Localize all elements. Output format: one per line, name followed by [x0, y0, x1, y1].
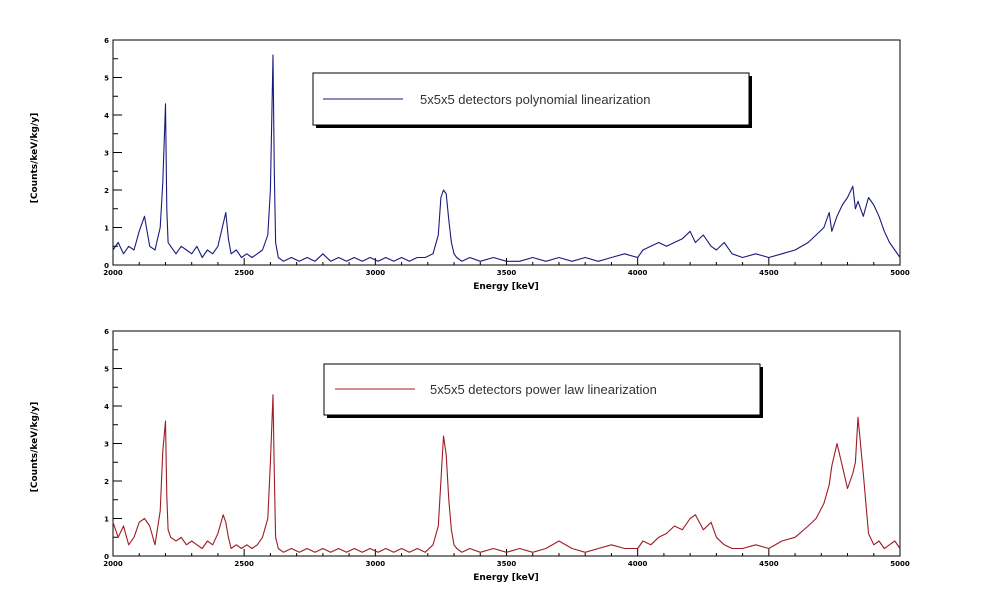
- bottom-chart-y-tick-label: 1: [104, 516, 109, 524]
- bottom-chart-y-tick-label: 6: [104, 328, 109, 336]
- bottom-chart-x-tick-label: 3000: [366, 560, 386, 568]
- bottom-chart-x-tick-label: 2500: [234, 560, 254, 568]
- bottom-chart-x-tick-label: 3500: [497, 560, 517, 568]
- bottom-chart-y-tick-label: 5: [104, 366, 109, 374]
- top-chart-legend: 5x5x5 detectors polynomial linearization: [312, 72, 752, 128]
- bottom-chart-x-tick-label: 4000: [628, 560, 648, 568]
- top-chart-x-tick-label: 2000: [103, 269, 123, 277]
- bottom-chart-y-tick-label: 4: [104, 403, 109, 411]
- top-chart-x-tick-label: 4000: [628, 269, 648, 277]
- bottom-chart-x-tick-label: 4500: [759, 560, 779, 568]
- bottom-chart-legend-label: 5x5x5 detectors power law linearization: [430, 382, 657, 397]
- bottom-chart: [Counts/keV/kg/y] 2000 2500 3000 3500 4000 45…: [30, 328, 910, 583]
- bottom-chart-y-tick-label: 2: [104, 478, 109, 486]
- bottom-chart-y-tick-label: 3: [104, 441, 109, 449]
- top-chart-x-tick-label: 3000: [366, 269, 386, 277]
- bottom-chart-legend: 5x5x5 detectors power law linearization: [323, 363, 763, 418]
- top-chart-y-tick-label: 1: [104, 225, 109, 233]
- top-chart-y-tick-label: 0: [104, 262, 109, 270]
- bottom-chart-plot-area: 2000 2500 3000 3500 4000 4500 5000 0 1 2 3 4 5 6: [103, 328, 910, 568]
- top-chart-xlabel: Energy [keV]: [473, 282, 539, 292]
- top-chart-series-line: [112, 54, 901, 262]
- bottom-chart-xlabel: Energy [keV]: [473, 573, 539, 583]
- top-chart-y-tick-label: 4: [104, 112, 109, 120]
- top-chart-ylabel: [Counts/keV/kg/y]: [30, 113, 40, 203]
- bottom-chart-series-line: [112, 394, 901, 553]
- top-chart: [Counts/keV/kg/y] 2000 2500 3000 3500 4000 45…: [30, 37, 910, 292]
- top-chart-legend-label: 5x5x5 detectors polynomial linearization: [420, 92, 651, 107]
- top-chart-x-tick-label: 3500: [497, 269, 517, 277]
- top-chart-y-tick-label: 2: [104, 187, 109, 195]
- bottom-chart-x-tick-label: 2000: [103, 560, 123, 568]
- top-chart-x-tick-label: 5000: [890, 269, 910, 277]
- top-chart-x-tick-label: 4500: [759, 269, 779, 277]
- top-chart-y-tick-label: 3: [104, 150, 109, 158]
- top-chart-y-tick-label: 5: [104, 75, 109, 83]
- bottom-chart-ylabel: [Counts/keV/kg/y]: [30, 402, 40, 492]
- top-chart-y-tick-label: 6: [104, 37, 109, 45]
- top-chart-plot-area: 2000 2500 3000 3500 4000 4500 5000 0 1 2 3 4 5 6: [103, 37, 910, 277]
- bottom-chart-x-tick-label: 5000: [890, 560, 910, 568]
- bottom-chart-y-tick-label: 0: [104, 553, 109, 561]
- top-chart-x-tick-label: 2500: [234, 269, 254, 277]
